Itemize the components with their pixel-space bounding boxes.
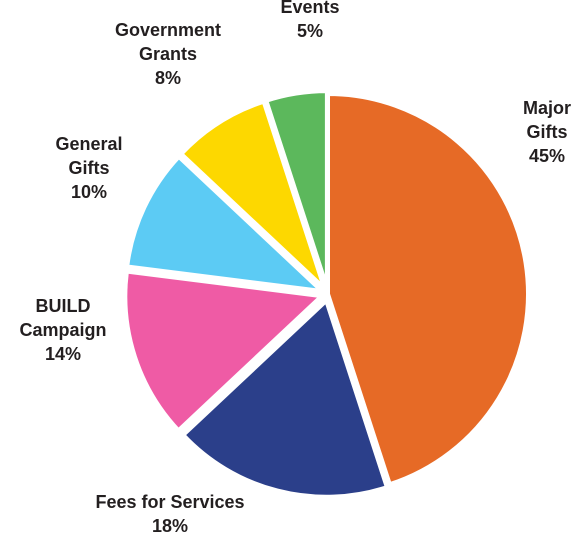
slice-label-events: Events 5% [280,0,339,41]
slice-value-label: 18% [152,516,188,536]
slice-name-label: Fees for Services [95,492,244,512]
slice-name-label: Grants [139,44,197,64]
pie-slice-build-campaign [123,269,324,433]
slice-name-label: Campaign [19,320,106,340]
slice-label-fees-for-services: Fees for Services 18% [95,492,244,536]
slice-value-label: 8% [155,68,181,88]
slice-name-label: Major [523,98,571,118]
slice-value-label: 5% [297,21,323,41]
pie-labels: Major Gifts 45% Fees for Services 18% BUILD Ca… [19,0,571,536]
slice-value-label: 14% [45,344,81,364]
pie-slice-fees-for-services [181,298,389,499]
slice-label-major-gifts: Major Gifts 45% [523,98,571,166]
slice-label-build-campaign: BUILD Campaign 14% [19,296,106,364]
slice-label-general-gifts: General Gifts 10% [55,134,122,202]
pie-slices [123,89,530,499]
slice-name-label: General [55,134,122,154]
pie-slice-government-grants [179,99,327,291]
slice-name-label: Events [280,0,339,17]
pie-slice-events [264,89,329,290]
slice-name-label: Gifts [68,158,109,178]
slice-name-label: Government [115,20,221,40]
slice-name-label: BUILD [36,296,91,316]
slice-value-label: 10% [71,182,107,202]
slice-label-government-grants: Government Grants 8% [115,20,221,88]
pie-slice-general-gifts [125,154,324,294]
slice-name-label: Gifts [526,122,567,142]
pie-slice-major-gifts [326,92,530,487]
slice-value-label: 45% [529,146,565,166]
